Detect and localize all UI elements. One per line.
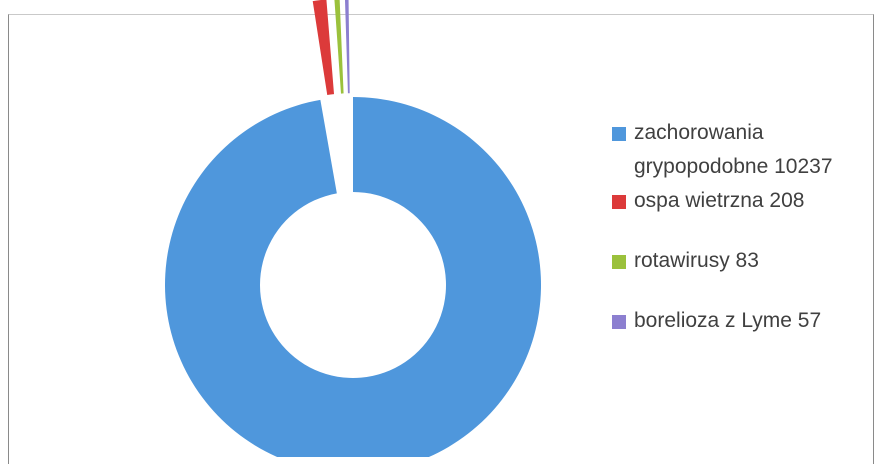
slice-chickenpox <box>312 0 335 95</box>
legend-swatch-rotavirus <box>612 255 626 269</box>
legend-label-chickenpox: ospa wietrzna 208 <box>634 189 805 212</box>
legend-item-chickenpox: ospa wietrzna 208 <box>612 184 874 218</box>
legend-swatch-influenza <box>612 127 626 141</box>
donut-slices <box>165 0 541 457</box>
legend-item-lyme: borelioza z Lyme 57 <box>612 304 874 338</box>
legend: zachorowania grypopodobne 10237 ospa wie… <box>612 116 874 364</box>
legend-item-rotavirus: rotawirusy 83 <box>612 244 874 278</box>
legend-label-lyme: borelioza z Lyme 57 <box>634 309 822 332</box>
legend-label-rotavirus: rotawirusy 83 <box>634 249 759 272</box>
legend-item-influenza: zachorowania grypopodobne 10237 <box>612 116 874 184</box>
slice-lyme <box>344 0 350 94</box>
slice-influenza <box>165 97 541 457</box>
slice-rotavirus <box>334 0 344 94</box>
legend-label-influenza-line1: zachorowania <box>634 121 764 144</box>
chart-frame <box>8 14 874 464</box>
legend-label-influenza-line2: grypopodobne 10237 <box>634 155 833 178</box>
legend-swatch-chickenpox <box>612 195 626 209</box>
legend-swatch-lyme <box>612 315 626 329</box>
